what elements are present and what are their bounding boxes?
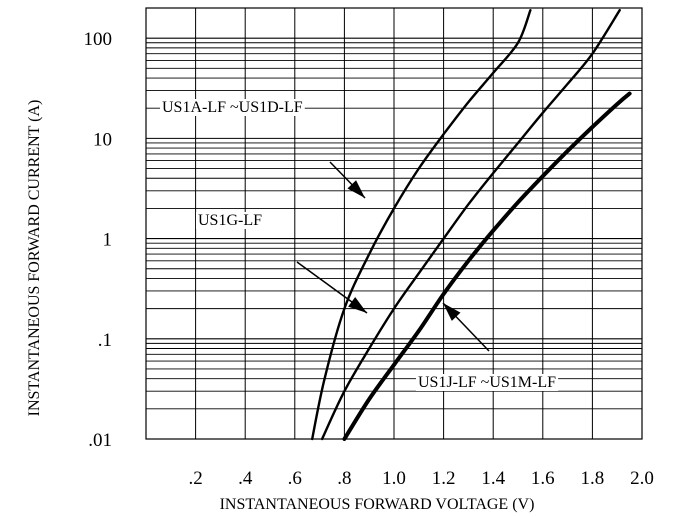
y-tick-label: 100 xyxy=(84,29,113,50)
plot-frame xyxy=(145,7,643,440)
y-tick-label: 10 xyxy=(93,129,112,150)
series-label: US1A-LF ~US1D-LF xyxy=(162,99,303,116)
x-axis-title: INSTANTANEOUS FORWARD VOLTAGE (V) xyxy=(220,496,535,513)
grid xyxy=(146,8,642,439)
x-tick-label: .6 xyxy=(288,468,302,489)
x-tick-labels: .2 .4 .6 .8 1.0 1.2 1.4 1.6 1.8 2.0 xyxy=(188,468,653,489)
series-labels: US1A-LF ~US1D-LF US1G-LF US1J-LF ~US1M-LF xyxy=(160,99,559,391)
series-label: US1J-LF ~US1M-LF xyxy=(418,374,556,391)
x-tick-label: 1.2 xyxy=(432,468,456,489)
y-axis-title: INSTANTANEOUS FORWARD CURRENT (A) xyxy=(26,100,43,417)
series-label-background xyxy=(196,212,265,229)
x-tick-label: .4 xyxy=(238,468,253,489)
x-tick-label: 2.0 xyxy=(630,468,654,489)
y-tick-labels: .01 .1 1 10 100 xyxy=(84,29,113,451)
y-tick-label: .01 xyxy=(88,430,112,451)
arrows xyxy=(296,161,490,352)
x-tick-label: 1.6 xyxy=(531,468,555,489)
y-tick-label: 1 xyxy=(103,230,113,251)
y-tick-label: .1 xyxy=(98,330,112,351)
arrow-head xyxy=(443,303,461,321)
x-tick-label: .8 xyxy=(337,468,351,489)
arrow-head xyxy=(347,180,365,198)
series-label-background xyxy=(160,99,305,116)
x-tick-label: 1.0 xyxy=(382,468,406,489)
series-line xyxy=(311,9,532,441)
series-label: US1G-LF xyxy=(198,212,262,229)
x-tick-label: .2 xyxy=(188,468,202,489)
curves xyxy=(311,9,632,441)
arrow-head xyxy=(348,296,367,313)
x-tick-label: 1.8 xyxy=(581,468,605,489)
series-line xyxy=(320,9,621,441)
series-line xyxy=(342,91,632,441)
x-tick-label: 1.4 xyxy=(481,468,505,489)
series-label-background xyxy=(416,374,559,391)
